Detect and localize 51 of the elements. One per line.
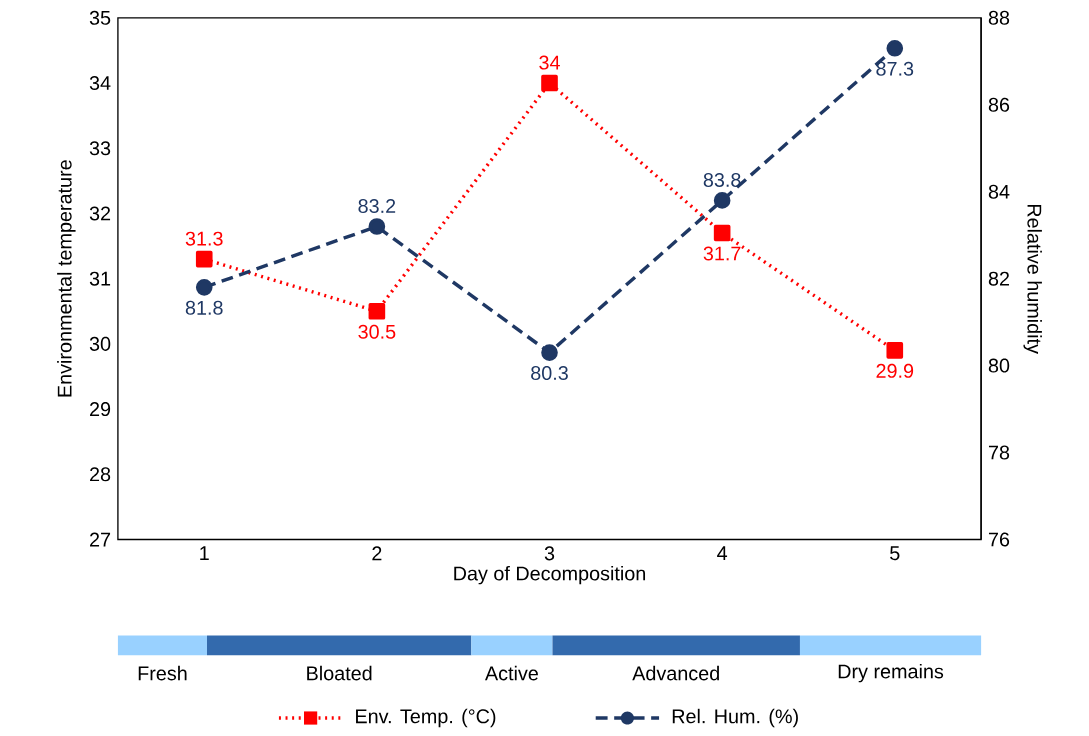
- text: Dry remains: [838, 663, 944, 683]
- point: [195, 250, 213, 268]
- text: Fresh: [138, 665, 187, 681]
- point: [368, 217, 386, 235]
- y-tick-label: 27: [90, 532, 111, 547]
- y2-tick-label: 80: [988, 358, 1010, 373]
- y-axis-title: Environmental temperature: [57, 159, 76, 397]
- x-axis-title: Day of Decomposition: [454, 565, 646, 585]
- point: [195, 278, 213, 296]
- x-tick-label: 1: [200, 546, 209, 560]
- x-tick-label: 5: [890, 546, 900, 560]
- x-tick-label: 2: [372, 546, 382, 560]
- point: [886, 341, 904, 359]
- data-label: 29.9: [876, 363, 914, 378]
- y2-tick-label: 88: [988, 10, 1010, 25]
- data-label: 31.3: [185, 231, 223, 246]
- y-tick-label: 29: [90, 401, 111, 416]
- point: [541, 344, 558, 361]
- point: [368, 302, 386, 320]
- legend-label: Env. Temp. (°C): [356, 708, 496, 727]
- y-tick-label: 35: [89, 10, 111, 25]
- x-tick-label: 3: [544, 546, 555, 561]
- point: [713, 191, 731, 209]
- y2-tick-label: 86: [988, 97, 1010, 112]
- data-label: 80.3: [531, 365, 568, 380]
- text: Advanced: [632, 665, 719, 681]
- data-label: 83.8: [703, 172, 741, 187]
- y2-tick-label: 82: [988, 271, 1009, 286]
- y-tick-label: 34: [89, 75, 111, 90]
- legend-label: Rel. Hum. (%): [672, 708, 798, 727]
- x-tick-label: 4: [717, 546, 728, 560]
- y-tick-label: 32: [89, 206, 111, 221]
- text: Bloated: [307, 665, 372, 681]
- y-tick-label: 30: [89, 336, 111, 351]
- y-tick-label: 31: [89, 271, 111, 286]
- y-tick-label: 33: [89, 141, 111, 156]
- data-label: 31.7: [703, 246, 741, 261]
- y2-tick-label: 76: [988, 532, 1010, 547]
- point: [886, 39, 904, 57]
- y2-tick-label: 84: [988, 184, 1010, 199]
- text: Active: [484, 665, 538, 681]
- data-label: 34: [539, 55, 560, 70]
- data-label: 30.5: [358, 324, 396, 339]
- data-label: 87.3: [876, 61, 914, 76]
- data-label: 81.8: [185, 300, 223, 315]
- point: [541, 74, 558, 92]
- point: [713, 224, 731, 242]
- y2-tick-label: 78: [988, 445, 1010, 460]
- data-label: 83.2: [358, 198, 396, 213]
- y-tick-label: 28: [90, 467, 111, 482]
- y2-axis-title: Relative humidity: [1023, 204, 1042, 354]
